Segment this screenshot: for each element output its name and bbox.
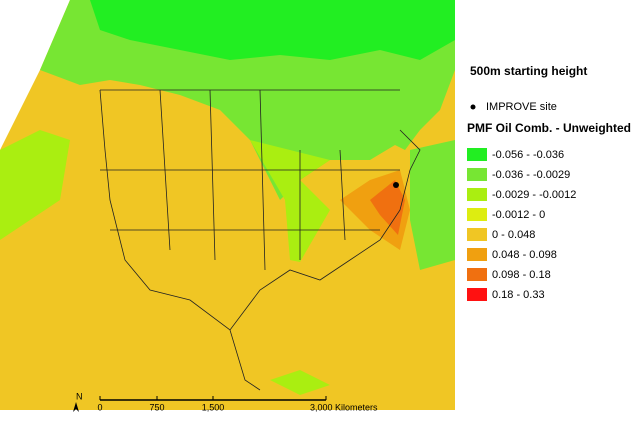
legend-swatch <box>467 188 487 201</box>
legend-title: PMF Oil Comb. - Unweighted <box>467 121 631 135</box>
legend-swatch <box>467 228 487 241</box>
zone-lime <box>250 140 330 262</box>
zone-east <box>410 140 455 270</box>
legend-swatch <box>467 168 487 181</box>
scale-label: 0 <box>97 402 102 412</box>
site-legend-label: IMPROVE site <box>486 101 557 113</box>
legend-swatch <box>467 288 487 301</box>
north-arrow <box>73 402 79 412</box>
legend-label: 0.18 - 0.33 <box>492 289 545 301</box>
legend-label: 0 - 0.048 <box>492 229 535 241</box>
legend-label: -0.036 - -0.0029 <box>492 169 570 181</box>
legend-swatch <box>467 268 487 281</box>
map <box>0 0 455 410</box>
zone-west <box>0 130 70 240</box>
legend-swatch <box>467 248 487 261</box>
scale-unit-label: 3,000 Kilometers <box>310 402 378 412</box>
zone-south <box>270 370 330 395</box>
legend-label: 0.048 - 0.098 <box>492 249 557 261</box>
legend-swatch <box>467 208 487 221</box>
legend-label: -0.0029 - -0.0012 <box>492 189 576 201</box>
site-legend-marker <box>470 104 476 110</box>
state-borders <box>99 89 421 391</box>
map-title: 500m starting height <box>470 64 587 78</box>
legend-label: -0.056 - -0.036 <box>492 149 564 161</box>
legend: -0.056 - -0.036 -0.036 - -0.0029 -0.0029 -… <box>467 148 576 301</box>
legend-swatch <box>467 148 487 161</box>
improve-site-marker <box>393 182 399 188</box>
legend-label: 0.098 - 0.18 <box>492 269 551 281</box>
zone-bright-green <box>90 0 455 60</box>
zone-dark-orange <box>370 180 405 235</box>
north-label: N <box>76 391 83 401</box>
scale-label: 1,500 <box>202 402 225 412</box>
legend-label: -0.0012 - 0 <box>492 209 545 221</box>
scale-bar: N 0 750 1,500 3,000 Kilometers <box>73 391 378 412</box>
scale-label: 750 <box>149 402 164 412</box>
